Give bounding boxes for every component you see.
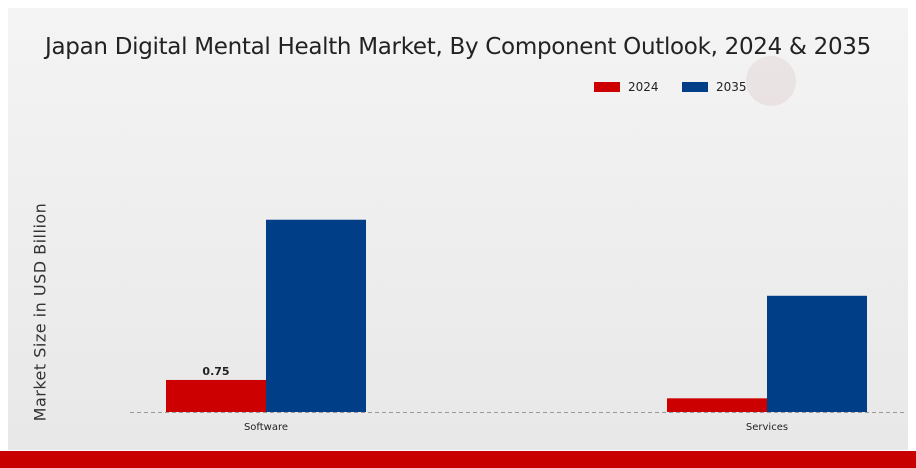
legend-label-2024: 2024	[628, 80, 659, 94]
bar-software-2035	[266, 219, 366, 412]
legend-label-2035: 2035	[716, 80, 747, 94]
bottom-accent-bar	[0, 451, 916, 468]
legend-swatch-2035	[682, 82, 708, 92]
data-label-software-2024: 0.75	[202, 365, 229, 378]
chart-card	[8, 8, 908, 450]
chart-title: Japan Digital Mental Health Market, By C…	[45, 34, 871, 60]
legend-item-2035: 2035	[682, 80, 747, 94]
category-label-services: Services	[746, 422, 788, 433]
legend-swatch-2024	[594, 82, 620, 92]
category-label-software: Software	[244, 422, 288, 433]
legend-item-2024: 2024	[594, 80, 659, 94]
chart-legend: 2024 2035	[0, 80, 916, 98]
bar-services-2035	[767, 295, 867, 412]
bar-software-2024	[166, 379, 266, 412]
bar-services-2024	[667, 398, 767, 412]
watermark-logo	[746, 56, 796, 106]
